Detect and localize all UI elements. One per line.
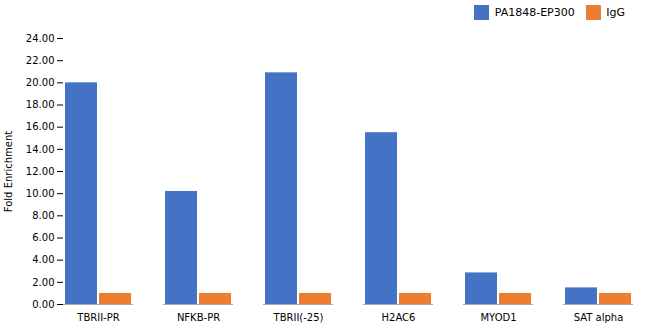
svg-text:8.00: 8.00: [32, 210, 54, 221]
svg-text:6.00: 6.00: [32, 232, 54, 243]
svg-text:SAT alpha: SAT alpha: [574, 312, 624, 323]
svg-text:TBRII-PR: TBRII-PR: [76, 312, 119, 323]
svg-text:10.00: 10.00: [26, 188, 55, 199]
svg-text:24.00: 24.00: [26, 33, 55, 44]
svg-text:2.00: 2.00: [32, 277, 54, 288]
svg-text:Fold Enrichment: Fold Enrichment: [3, 131, 14, 212]
svg-text:NFKB-PR: NFKB-PR: [177, 312, 220, 323]
svg-text:TBRII(-25): TBRII(-25): [273, 312, 324, 323]
html-text:IgG: IgG: [606, 5, 625, 19]
svg-text:MYOD1: MYOD1: [480, 312, 516, 323]
svg-text:22.00: 22.00: [26, 55, 55, 66]
svg-text:12.00: 12.00: [26, 166, 55, 177]
svg-text:H2AC6: H2AC6: [382, 312, 416, 323]
svg-text:16.00: 16.00: [26, 121, 55, 132]
html-text:PA1848-EP300: PA1848-EP300: [494, 5, 575, 19]
svg-text:0.00: 0.00: [32, 299, 54, 310]
svg-text:4.00: 4.00: [32, 254, 54, 265]
svg-text:20.00: 20.00: [26, 77, 55, 88]
svg-text:14.00: 14.00: [26, 144, 55, 155]
svg-text:18.00: 18.00: [26, 99, 55, 110]
